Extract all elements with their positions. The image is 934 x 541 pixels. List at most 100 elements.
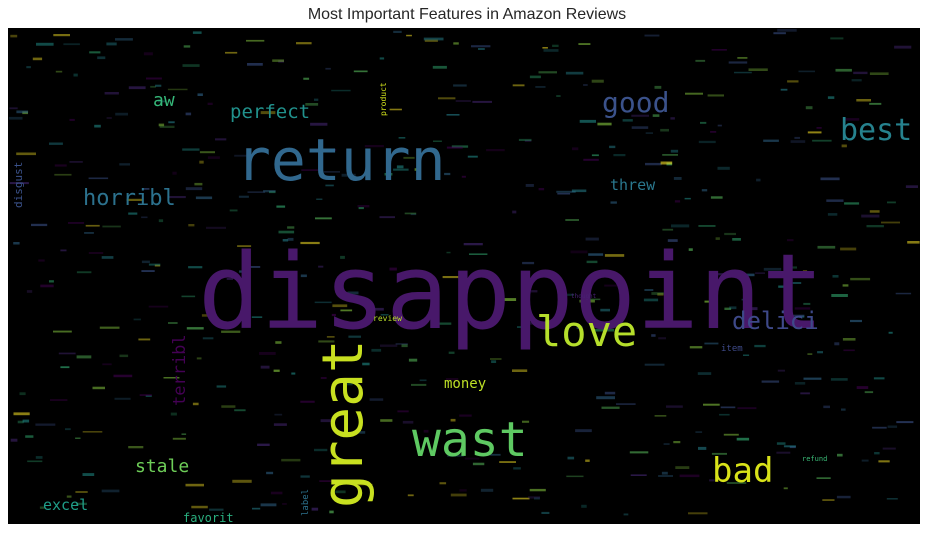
filler-mark	[773, 32, 786, 35]
filler-mark	[715, 237, 720, 240]
filler-mark	[853, 71, 868, 75]
filler-mark	[128, 212, 138, 215]
filler-mark	[841, 144, 847, 148]
filler-mark	[469, 253, 488, 255]
filler-mark	[54, 164, 67, 167]
filler-mark	[234, 409, 246, 412]
filler-mark	[480, 488, 494, 492]
filler-mark	[221, 405, 236, 408]
filler-mark	[318, 265, 324, 268]
word-thought: thought	[571, 293, 597, 300]
word-product: product	[379, 82, 388, 116]
filler-mark	[658, 475, 673, 477]
filler-mark	[538, 188, 545, 191]
filler-mark	[726, 482, 747, 484]
filler-mark	[291, 372, 296, 375]
filler-mark	[278, 60, 284, 63]
filler-mark	[282, 239, 289, 242]
filler-mark	[709, 479, 715, 482]
filler-mark	[88, 177, 109, 180]
filler-mark	[216, 385, 227, 388]
filler-mark	[830, 37, 844, 40]
filler-mark	[591, 154, 599, 157]
filler-mark	[303, 77, 310, 80]
filler-mark	[36, 42, 54, 46]
filler-mark	[817, 245, 836, 249]
filler-mark	[547, 321, 552, 324]
filler-mark	[357, 205, 370, 208]
filler-mark	[586, 260, 598, 264]
filler-mark	[856, 386, 869, 389]
filler-mark	[366, 307, 384, 311]
filler-mark	[234, 154, 252, 157]
filler-mark	[54, 173, 72, 176]
word-best: best	[840, 113, 912, 148]
filler-mark	[106, 117, 112, 119]
filler-mark	[188, 266, 203, 269]
filler-mark	[314, 98, 319, 101]
filler-mark	[207, 156, 220, 159]
filler-mark	[69, 118, 75, 121]
filler-mark	[831, 294, 848, 297]
filler-mark	[393, 168, 409, 171]
filler-mark	[252, 507, 261, 510]
filler-texture	[8, 28, 920, 516]
filler-mark	[579, 299, 595, 303]
filler-mark	[823, 405, 830, 409]
filler-mark	[654, 85, 662, 89]
filler-mark	[907, 241, 920, 244]
filler-mark	[552, 44, 559, 47]
filler-mark	[660, 161, 673, 165]
filler-mark	[578, 43, 591, 45]
filler-mark	[32, 57, 43, 61]
filler-mark	[185, 483, 204, 487]
filler-mark	[724, 307, 732, 310]
filler-mark	[623, 513, 629, 516]
filler-mark	[300, 400, 315, 403]
filler-mark	[643, 298, 659, 302]
filler-mark	[275, 341, 282, 344]
filler-mark	[329, 510, 334, 514]
filler-mark	[341, 173, 356, 177]
filler-mark	[411, 383, 427, 386]
filler-mark	[168, 121, 175, 124]
filler-mark	[257, 443, 270, 446]
filler-mark	[314, 448, 328, 452]
filler-mark	[703, 403, 720, 406]
filler-mark	[192, 31, 202, 34]
filler-mark	[512, 497, 530, 500]
filler-mark	[300, 241, 320, 245]
filler-mark	[238, 195, 249, 198]
filler-mark	[433, 140, 442, 142]
word-disgust: disgust	[12, 162, 25, 208]
filler-mark	[448, 351, 455, 354]
filler-mark	[197, 93, 203, 96]
filler-mark	[209, 508, 224, 511]
filler-mark	[362, 362, 370, 366]
filler-mark	[835, 68, 852, 72]
filler-mark	[565, 219, 579, 221]
filler-mark	[645, 132, 653, 134]
filler-mark	[697, 372, 712, 375]
filler-mark	[26, 290, 33, 293]
filler-mark	[8, 116, 23, 120]
filler-mark	[49, 142, 63, 145]
filler-mark	[206, 226, 226, 229]
filler-mark	[832, 275, 839, 278]
filler-mark	[661, 471, 668, 475]
filler-mark	[679, 474, 700, 478]
filler-mark	[401, 344, 408, 348]
filler-mark	[490, 358, 502, 360]
filler-mark	[188, 224, 195, 227]
filler-mark	[513, 467, 521, 470]
filler-mark	[192, 402, 199, 406]
filler-mark	[834, 342, 840, 346]
filler-mark	[616, 403, 636, 405]
filler-mark	[202, 337, 214, 340]
filler-mark	[816, 477, 831, 479]
filler-mark	[576, 326, 583, 329]
filler-mark	[423, 429, 429, 433]
filler-mark	[585, 459, 590, 462]
filler-mark	[571, 189, 587, 193]
filler-mark	[274, 413, 283, 416]
